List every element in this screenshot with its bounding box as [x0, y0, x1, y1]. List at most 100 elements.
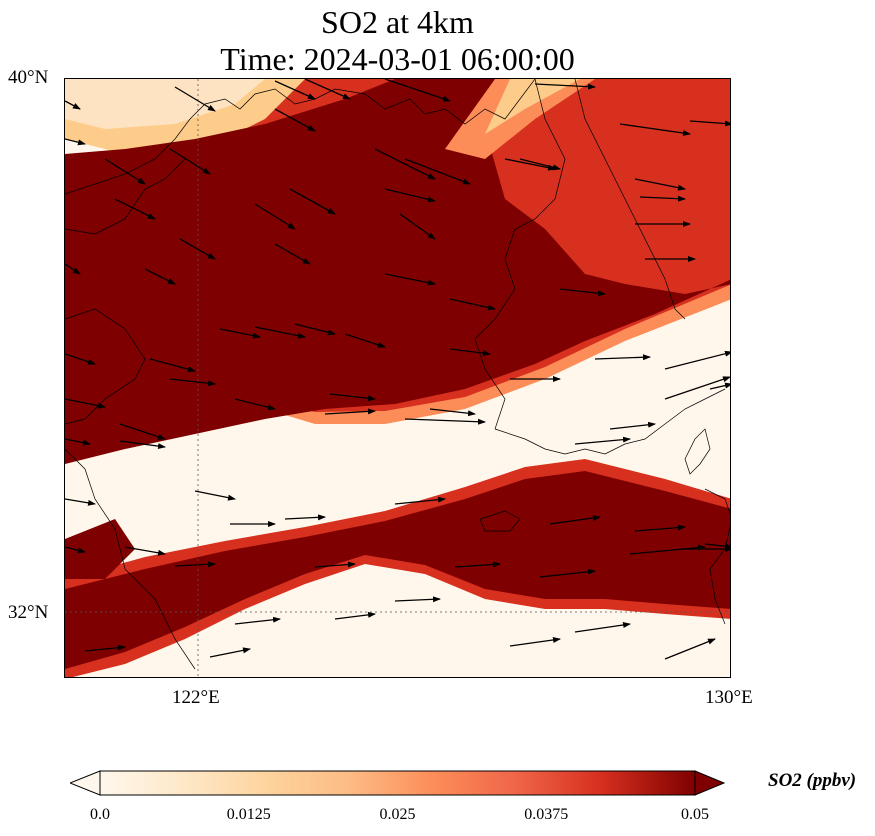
wind-arrow: [689, 120, 730, 127]
wind-arrow: [274, 108, 316, 132]
wind-arrow: [454, 561, 501, 568]
map-subtitle-time: Time: 2024-03-01 06:00:00: [220, 41, 575, 77]
wind-arrow: [329, 393, 376, 402]
wind-arrow: [384, 188, 436, 203]
coastline-japan-tsushima: [684, 428, 711, 475]
so2-gap-wedge-top-inner: [485, 79, 580, 134]
coastline-shandong: [65, 158, 186, 235]
map-panel: [64, 78, 731, 678]
so2-high-plume-main: [65, 79, 730, 464]
wind-arrow: [549, 514, 601, 525]
wind-arrow: [174, 561, 216, 568]
wind-arrow: [639, 195, 686, 202]
colorbar: [70, 770, 725, 796]
colorbar-tick-label: 0.0375: [524, 806, 569, 823]
wind-arrow: [274, 243, 311, 265]
wind-arrow: [334, 611, 376, 620]
wind-arrow: [404, 418, 486, 425]
y-tick-label-40N: 40°N: [8, 67, 49, 88]
so2-concentration-field: [65, 79, 730, 677]
wind-arrow: [704, 543, 730, 550]
colorbar-tick-label: 0.0125: [226, 806, 271, 823]
colorbar-extend-low: [70, 770, 101, 796]
wind-arrow: [314, 561, 356, 568]
wind-arrow: [324, 408, 376, 415]
coastline-korea-south: [494, 388, 726, 455]
wind-arrow: [65, 353, 96, 365]
wind-arrow: [294, 323, 336, 336]
wind-arrow: [664, 638, 716, 660]
wind-arrow: [274, 80, 316, 100]
wind-arrow: [65, 546, 86, 554]
colorbar-extend-high: [694, 770, 725, 796]
coastline-yangtze: [65, 448, 196, 670]
wind-arrow: [574, 436, 631, 445]
wind-arrow: [394, 496, 446, 505]
colorbar-tick-label: 0.025: [379, 806, 416, 823]
wind-arrow: [119, 423, 166, 440]
wind-arrow: [394, 596, 441, 603]
wind-arrow: [504, 158, 556, 171]
coastline-jeju: [479, 510, 521, 532]
wind-arrow: [709, 382, 730, 390]
wind-arrow: [284, 514, 326, 521]
wind-arrow: [194, 490, 236, 501]
wind-arrow: [449, 348, 491, 357]
wind-arrow: [559, 288, 606, 297]
x-tick-label-122E: 122°E: [172, 687, 220, 708]
wind-arrow: [634, 524, 686, 532]
wind-arrow: [104, 158, 146, 185]
wind-arrow: [169, 148, 211, 175]
coastline-china-north: [65, 79, 536, 195]
wind-arrow: [65, 438, 91, 446]
wind-arrow: [65, 138, 86, 146]
wind-arrow: [119, 440, 166, 450]
wind-arrow: [664, 350, 730, 370]
wind-arrow: [234, 616, 281, 625]
wind-arrow: [174, 86, 216, 112]
wind-arrow: [404, 158, 471, 185]
colorbar-label: SO2 (ppbv): [768, 770, 857, 791]
wind-arrow: [539, 568, 596, 578]
gridlines: [65, 79, 730, 677]
wind-arrow: [219, 328, 261, 339]
wind-arrow: [374, 148, 436, 180]
wind-arrow: [509, 636, 561, 647]
wind-arrow: [574, 622, 631, 633]
wind-arrow: [84, 644, 126, 652]
wind-arrow: [234, 398, 276, 411]
wind-arrow: [664, 376, 730, 400]
x-tick-label-130E: 130°E: [705, 687, 753, 708]
colorbar-tick-label: 0.0: [90, 806, 110, 823]
so2-lower-band-high: [65, 471, 730, 669]
wind-arrow: [114, 198, 156, 220]
wind-arrow: [289, 188, 336, 215]
so2-low-corner-topleft-inner: [65, 79, 265, 129]
wind-arrow: [254, 326, 306, 339]
wind-arrow: [65, 263, 81, 275]
wind-arrow: [619, 123, 691, 136]
wind-arrow: [634, 178, 686, 191]
colorbar-tick-label: 0.05: [681, 806, 709, 823]
wind-arrow: [179, 238, 216, 260]
wind-arrow: [209, 647, 251, 658]
y-tick-label-32N: 32°N: [8, 602, 49, 623]
coastline-china-east: [65, 308, 146, 425]
wind-arrow: [254, 203, 296, 230]
wind-arrow: [65, 498, 96, 506]
map-title: SO2 at 4km: [321, 4, 474, 40]
coastlines: [65, 79, 730, 670]
wind-arrow: [629, 544, 706, 555]
wind-arrow: [429, 408, 476, 417]
wind-arrow: [449, 298, 496, 311]
wind-arrow: [304, 79, 351, 100]
wind-arrow: [65, 398, 106, 409]
wind-arrow: [534, 83, 596, 90]
wind-arrow: [399, 213, 436, 240]
wind-vectors: [65, 79, 730, 660]
wind-arrow: [594, 354, 651, 361]
wind-arrow: [609, 421, 656, 430]
wind-arrow: [384, 79, 451, 102]
colorbar-gradient: [99, 770, 696, 796]
wind-arrow: [144, 268, 176, 285]
